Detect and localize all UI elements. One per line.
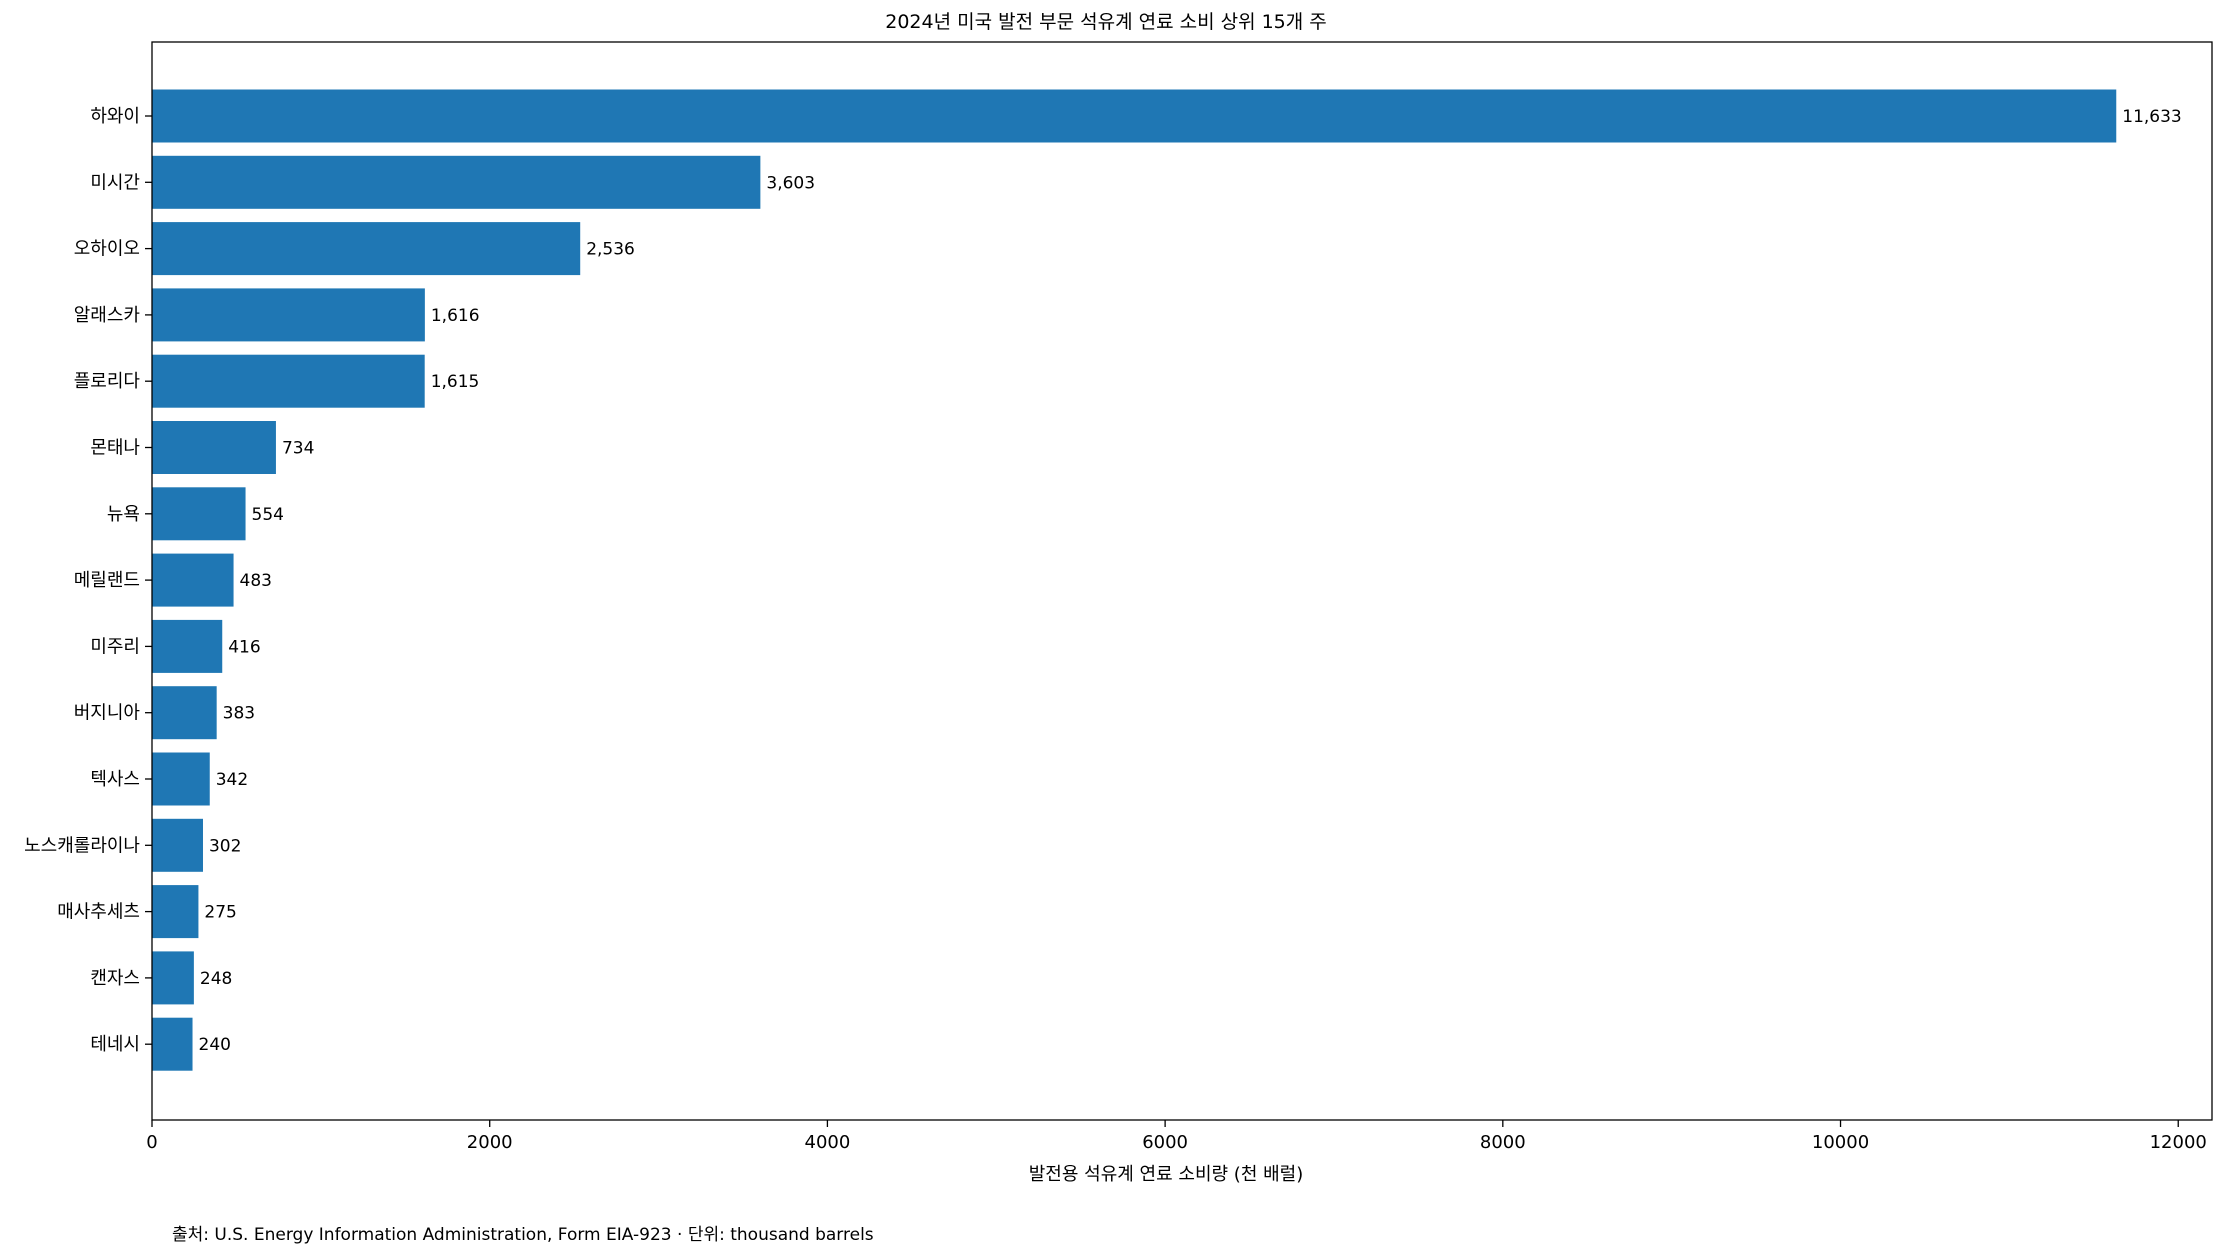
bar-value-label: 240 xyxy=(199,1035,231,1055)
bar-value-label: 302 xyxy=(209,836,241,856)
axes-layer: 0 2000 4000 6000 8000 10000 12000 xyxy=(145,41,2213,1153)
bar-4 xyxy=(152,288,425,342)
bars-layer xyxy=(152,89,2117,1071)
bar-value-label: 342 xyxy=(216,770,248,790)
bar-7 xyxy=(152,487,246,541)
bar-15 xyxy=(152,1017,193,1071)
y-tick-label: 텍사스 xyxy=(90,769,140,790)
source-footnote: 출처: U.S. Energy Information Administrati… xyxy=(172,1225,874,1245)
bar-value-label: 383 xyxy=(223,704,255,724)
bar-1 xyxy=(152,89,2117,143)
y-tick-label: 알래스카 xyxy=(74,305,140,326)
bar-value-label: 248 xyxy=(200,969,232,989)
y-tick-label: 오하이오 xyxy=(74,239,140,260)
bar-2 xyxy=(152,155,761,209)
bar-12 xyxy=(152,818,203,872)
bar-value-label: 734 xyxy=(282,439,314,459)
bar-value-label: 275 xyxy=(204,903,236,923)
x-tick-label: 12000 xyxy=(2150,1132,2207,1153)
y-tick-label: 미시간 xyxy=(90,172,140,193)
y-tick-label: 메릴랜드 xyxy=(74,570,140,591)
chart-title: 2024년 미국 발전 부문 석유계 연료 소비 상위 15개 주 xyxy=(885,11,1327,33)
bar-value-label: 1,615 xyxy=(431,372,480,392)
bar-3 xyxy=(152,222,581,276)
bar-13 xyxy=(152,885,199,939)
labels-layer: 11,633 하와이 3,603 미시간 2,536 오하이오 1,616 알래스카 1,615… xyxy=(24,106,2182,1055)
y-tick-label: 하와이 xyxy=(90,106,140,127)
y-tick-label: 몬태나 xyxy=(90,438,140,459)
x-tick-label: 2000 xyxy=(467,1132,513,1153)
bar-11 xyxy=(152,752,210,806)
y-tick-label: 플로리다 xyxy=(74,371,141,392)
bar-value-label: 1,616 xyxy=(431,306,480,326)
bar-6 xyxy=(152,421,276,474)
bar-10 xyxy=(152,686,217,740)
y-tick-label: 캔자스 xyxy=(90,968,140,989)
x-tick-label: 4000 xyxy=(805,1132,851,1153)
bar-value-label: 2,536 xyxy=(586,240,635,260)
bar-value-label: 416 xyxy=(228,637,260,657)
x-tick-label: 0 xyxy=(146,1132,157,1153)
bar-value-label: 11,633 xyxy=(2122,107,2181,127)
bar-9 xyxy=(152,619,223,673)
x-tick-label: 8000 xyxy=(1480,1132,1526,1153)
y-tick-label: 뉴욕 xyxy=(107,504,140,525)
x-tick-label: 10000 xyxy=(1812,1132,1869,1153)
bar-value-label: 554 xyxy=(252,505,284,525)
y-tick-label: 테네시 xyxy=(90,1034,140,1055)
x-axis-label: 발전용 석유계 연료 소비량 (천 배럴) xyxy=(1029,1164,1304,1185)
bar-14 xyxy=(152,951,194,1005)
bar-5 xyxy=(152,354,425,408)
x-tick-label: 6000 xyxy=(1142,1132,1188,1153)
bar-value-label: 483 xyxy=(240,571,272,591)
y-tick-label: 매사추세츠 xyxy=(57,902,140,923)
bar-value-label: 3,603 xyxy=(766,173,815,193)
plot-frame xyxy=(151,41,2213,1121)
y-tick-label: 노스캐롤라이나 xyxy=(24,835,140,856)
bar-8 xyxy=(152,553,234,607)
y-tick-label: 미주리 xyxy=(90,636,140,657)
y-tick-label: 버지니아 xyxy=(74,703,141,724)
